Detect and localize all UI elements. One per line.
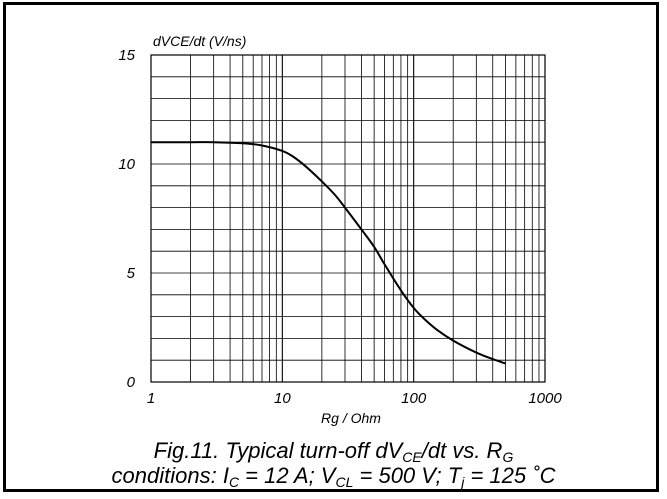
caption-cond-p1: conditions: I — [111, 463, 229, 488]
y-tick-label: 0 — [127, 374, 136, 391]
x-tick-label: 1000 — [528, 390, 562, 407]
figure-caption-conditions: conditions: IC = 12 A; VCL = 500 V; Tj =… — [0, 463, 667, 490]
y-tick-label: 10 — [118, 156, 135, 173]
caption-title-sub-g: G — [502, 449, 514, 465]
caption-title-sub-ce: CE — [402, 449, 422, 465]
caption-title-prefix: Fig.11. Typical turn-off dV — [153, 438, 403, 463]
y-tick-labels: 0 5 10 15 — [118, 47, 135, 391]
x-axis-label: Rg / Ohm — [321, 410, 381, 426]
y-tick-label: 15 — [118, 47, 135, 64]
caption-title-mid: /dt vs. R — [421, 438, 503, 463]
series-curve — [150, 141, 506, 365]
caption-cond-p2: = 12 A; V — [239, 463, 336, 488]
caption-cond-p4: = 125 ˚C — [464, 463, 556, 488]
figure-caption-title: Fig.11. Typical turn-off dVCE/dt vs. RG — [0, 438, 667, 465]
x-tick-label: 10 — [274, 390, 291, 407]
caption-cond-s1: C — [228, 474, 240, 490]
grid-lines — [151, 55, 545, 382]
figure-frame — [3, 2, 659, 492]
x-tick-labels: 1 10 100 1000 — [147, 390, 563, 407]
plot-area-border — [150, 54, 546, 383]
caption-cond-s2: CL — [335, 474, 354, 490]
x-tick-label: 1 — [147, 390, 155, 407]
y-tick-label: 5 — [127, 265, 136, 282]
x-tick-label: 100 — [401, 390, 427, 407]
y-axis-label: dVCE/dt (V/ns) — [153, 33, 246, 49]
caption-cond-s3: j — [461, 474, 465, 490]
caption-cond-p3: = 500 V; T — [353, 463, 462, 488]
